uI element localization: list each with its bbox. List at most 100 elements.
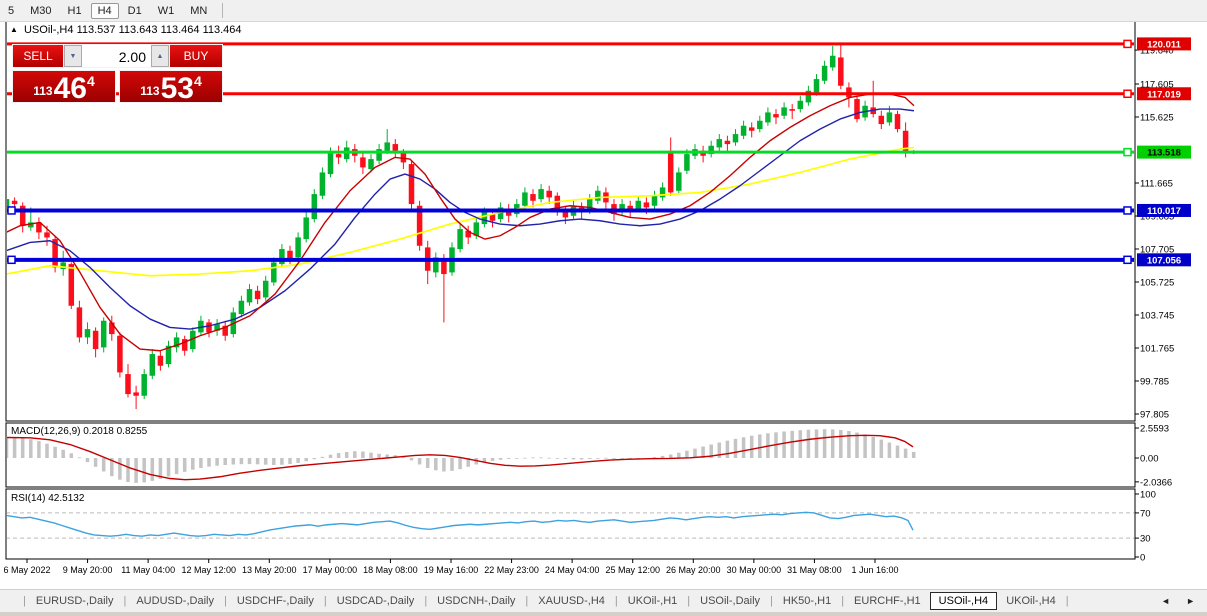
line-handle-left[interactable] <box>7 255 16 265</box>
line-handle-left[interactable] <box>7 206 16 215</box>
timeframe-button-mn[interactable]: MN <box>190 4 208 17</box>
macd-bar <box>871 436 875 458</box>
candle-body <box>254 290 261 300</box>
candle-body <box>497 207 504 220</box>
chart-tab-usoil-h4[interactable]: USOil-,H4 <box>929 592 998 610</box>
candle-body <box>392 144 399 151</box>
macd-bar <box>758 434 762 458</box>
line-handle-right[interactable] <box>1123 39 1132 49</box>
candle-body <box>813 79 820 93</box>
macd-bar <box>288 458 292 465</box>
macd-bar <box>782 431 786 458</box>
volume-decrease-button[interactable]: ▼ <box>64 45 82 67</box>
macd-bar <box>855 432 859 458</box>
tab-scroll-arrows: ◄ ► <box>1161 596 1207 606</box>
macd-bar <box>531 457 535 459</box>
timeframe-button-m30[interactable]: M30 <box>30 4 52 17</box>
line-handle-right[interactable] <box>1123 255 1132 265</box>
chart-tab-usdcad-daily[interactable]: USDCAD-,Daily <box>336 595 415 607</box>
sell-price-sup: 4 <box>86 73 95 89</box>
candle-body <box>886 112 893 123</box>
tabs-scroll-left-icon[interactable]: ◄ <box>1161 596 1171 606</box>
macd-bar <box>685 450 689 458</box>
candle-body <box>651 195 658 206</box>
buy-price-prefix: 113 <box>140 84 160 98</box>
candle-body <box>109 322 115 335</box>
timeframe-button-h1[interactable]: H1 <box>67 4 82 17</box>
buy-price-button[interactable]: 113 53 4 <box>119 70 223 104</box>
sell-price-button[interactable]: 113 46 4 <box>12 70 116 105</box>
price-badge-label: 117.019 <box>1147 89 1181 100</box>
macd-bar <box>174 458 179 475</box>
line-handle-right[interactable] <box>1123 147 1132 157</box>
chart-tab-audusd-daily[interactable]: AUDUSD-,Daily <box>136 595 214 607</box>
candle-body <box>319 172 326 196</box>
chart-tab-eurusd-daily[interactable]: EURUSD-,Daily <box>35 595 114 607</box>
window-bottom-edge <box>0 612 1207 616</box>
line-handle-right[interactable] <box>1123 89 1132 99</box>
macd-bar <box>77 457 82 459</box>
volume-input[interactable]: 2.00 <box>82 45 151 67</box>
candle-body <box>595 190 601 201</box>
macd-bar <box>45 443 49 458</box>
sell-price-big: 46 <box>53 72 87 105</box>
macd-bar <box>199 458 203 468</box>
macd-bar <box>701 446 705 458</box>
price-badge-label: 107.056 <box>1147 255 1181 266</box>
macd-bar <box>895 445 900 458</box>
chart-tab-hk50-h1[interactable]: HK50-,H1 <box>782 595 832 607</box>
sell-button[interactable]: SELL <box>12 44 64 68</box>
candle-body <box>36 222 42 233</box>
candle-body <box>473 222 480 236</box>
price-badge <box>1137 253 1191 267</box>
macd-bar <box>101 458 106 472</box>
candle-body <box>627 205 633 211</box>
line-handle-right[interactable] <box>1123 206 1132 215</box>
tab-separator: | <box>770 595 773 607</box>
candle-body <box>522 192 528 206</box>
timeframe-button-h4[interactable]: H4 <box>90 2 119 19</box>
collapse-panel-icon[interactable]: ▲ <box>10 25 18 34</box>
price-tick-label: 97.805 <box>1140 410 1169 421</box>
chart-tab-ukoil-h1[interactable]: UKOil-,H1 <box>627 595 678 607</box>
candle-body <box>586 199 593 211</box>
candle-body <box>60 262 66 270</box>
macd-bar <box>53 446 57 458</box>
buy-button[interactable]: BUY <box>169 44 223 68</box>
timeframe-button-d1[interactable]: D1 <box>127 4 142 17</box>
candle-body <box>894 114 901 130</box>
candle-body <box>773 114 779 118</box>
timeframe-button-w1[interactable]: W1 <box>157 4 175 17</box>
candle-body <box>68 264 75 306</box>
macd-bar <box>847 431 851 458</box>
macd-bar <box>442 458 446 472</box>
volume-increase-button[interactable]: ▲ <box>151 45 169 67</box>
candle-body <box>724 140 731 145</box>
chart-tab-eurchf-h1[interactable]: EURCHF-,H1 <box>854 595 921 607</box>
candle-body <box>748 127 755 131</box>
macd-bar <box>555 458 560 459</box>
candle-body <box>287 250 293 260</box>
price-tick-label: 101.765 <box>1140 344 1174 355</box>
macd-bar <box>272 458 276 466</box>
chart-tab-xauusd-h4[interactable]: XAUUSD-,H4 <box>538 595 605 607</box>
candle-body <box>335 154 342 158</box>
chart-tab-usoil-daily[interactable]: USOil-,Daily <box>700 595 761 607</box>
macd-bar <box>37 441 41 458</box>
tabs-scroll-right-icon[interactable]: ► <box>1186 596 1195 606</box>
candle-body <box>279 249 285 265</box>
date-label: 24 May 04:00 <box>545 565 600 575</box>
macd-bar <box>182 458 187 472</box>
chart-tab-usdchf-daily[interactable]: USDCHF-,Daily <box>236 595 314 607</box>
macd-bar <box>296 458 300 463</box>
candle-body <box>829 55 836 68</box>
macd-bar <box>887 442 892 458</box>
ohlc-values: 113.537 113.643 113.464 113.464 <box>76 24 242 36</box>
candle-body <box>538 189 544 200</box>
chart-tab-ukoil-h4[interactable]: UKOil-,H4 <box>1006 595 1056 607</box>
timeframe-button-5[interactable]: 5 <box>8 4 15 17</box>
macd-bar <box>660 455 665 458</box>
chart-tab-usdcnh-daily[interactable]: USDCNH-,Daily <box>437 595 516 607</box>
macd-bar <box>417 458 422 465</box>
macd-bar <box>798 430 803 458</box>
